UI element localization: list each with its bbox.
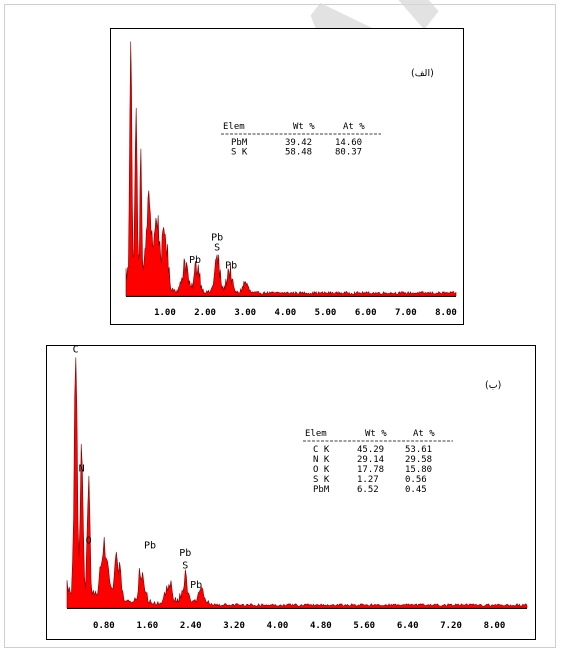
peak-label: S (214, 243, 220, 254)
x-tick-label: 4.00 (267, 621, 289, 631)
table-cell: 0.45 (405, 485, 427, 495)
table-header: At % (343, 122, 365, 132)
table-cell: PbM (231, 138, 248, 148)
x-tick-label: 6.40 (397, 621, 419, 631)
x-tick-label: 8.00 (435, 308, 457, 318)
table-cell: 14.60 (335, 138, 362, 148)
peak-label: Pb (144, 540, 156, 551)
peak-label: Pb (179, 548, 191, 559)
table-cell: 29.14 (357, 455, 384, 465)
table-cell: 6.52 (357, 485, 379, 495)
peak-label: Pb (225, 260, 237, 271)
x-tick-label: 3.00 (234, 308, 256, 318)
table-header: Elem (223, 122, 245, 132)
table-cell: PbM (313, 485, 330, 495)
spectrum-chart-b: 0.80 1.60 2.40 3.20 4.00 4.80 5.60 6.40 7.20 8.00… (66, 345, 528, 631)
peak-label: S (182, 560, 188, 571)
table-cell: O K (313, 465, 330, 475)
table-cell: 45.29 (357, 445, 384, 455)
composition-table: Elem Wt % At % PbM 39.42 14.60 S K 58.48 80.37 (221, 122, 381, 158)
table-header: Elem (305, 429, 327, 439)
table-cell: 1.27 (357, 475, 379, 485)
x-tick-label: 8.00 (484, 621, 506, 631)
peak-label: Pb (211, 233, 223, 244)
table-cell: 15.80 (405, 465, 432, 475)
table-cell: N K (313, 455, 330, 465)
spectrum-area (125, 41, 457, 297)
table-cell: 53.61 (405, 445, 432, 455)
peak-label: N (79, 464, 85, 475)
table-header: Wt % (293, 122, 315, 132)
x-tick-label: 4.00 (275, 308, 297, 318)
panel-label: (الف) (411, 68, 434, 79)
composition-table: Elem Wt % At % C K 45.29 53.61 N K 29.14 29.58 O … (303, 429, 453, 495)
x-tick-label: 4.80 (310, 621, 332, 631)
table-cell: C K (313, 445, 330, 455)
x-tick-label: 7.00 (395, 308, 417, 318)
x-tick-label: 6.00 (355, 308, 377, 318)
x-tick-label: 2.00 (194, 308, 216, 318)
spectrum-area (66, 357, 528, 609)
peak-label: Pb (189, 255, 201, 266)
x-tick-label: 2.40 (180, 621, 202, 631)
table-cell: 58.48 (285, 148, 312, 158)
x-tick-label: 5.00 (315, 308, 337, 318)
panel-label: (ب) (485, 380, 501, 391)
spectrum-panel-b: 0.80 1.60 2.40 3.20 4.00 4.80 5.60 6.40 7.20 8.00… (46, 345, 536, 640)
x-tick-label: 7.20 (440, 621, 462, 631)
table-header: Wt % (365, 429, 387, 439)
table-header: At % (413, 429, 435, 439)
table-cell: S K (231, 148, 248, 158)
peak-label: C (73, 346, 79, 356)
x-tick-label: 0.80 (93, 621, 115, 631)
x-tick-label: 1.00 (154, 308, 176, 318)
peak-label: Pb (190, 580, 202, 591)
table-cell: 80.37 (335, 148, 362, 158)
x-tick-label: 1.60 (136, 621, 158, 631)
table-cell: 17.78 (357, 465, 384, 475)
peak-label: O (86, 536, 92, 547)
table-cell: 39.42 (285, 138, 312, 148)
table-cell: S K (313, 475, 330, 485)
spectrum-chart-a: 1.00 2.00 3.00 4.00 5.00 6.00 7.00 8.00PbPbSPb(… (125, 41, 457, 318)
x-tick-label: 3.20 (223, 621, 245, 631)
x-tick-label: 5.60 (353, 621, 375, 631)
table-cell: 0.56 (405, 475, 427, 485)
figure-frame (4, 4, 556, 648)
spectrum-panel-a: 1.00 2.00 3.00 4.00 5.00 6.00 7.00 8.00 Pb Pb S Pb(… (110, 28, 464, 325)
table-cell: 29.58 (405, 455, 432, 465)
